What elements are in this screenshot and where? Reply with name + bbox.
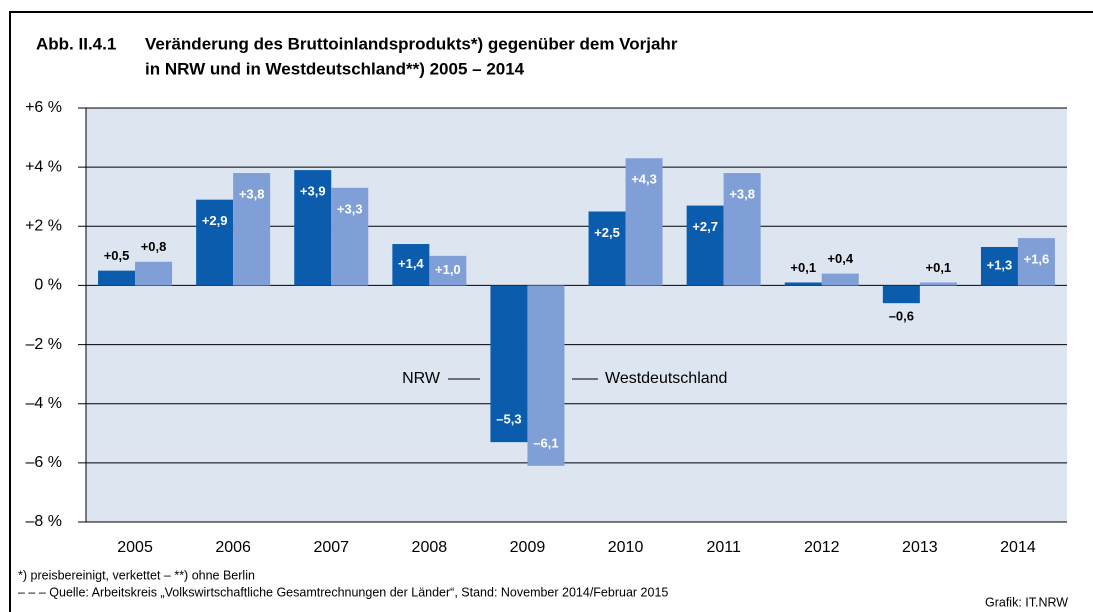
x-tick-label: 2006 (215, 539, 251, 556)
value-label: +3,8 (239, 186, 265, 201)
value-label: +0,4 (827, 251, 853, 266)
y-tick-label: –4 % (26, 395, 62, 412)
bar (723, 173, 761, 286)
bar (135, 261, 173, 286)
value-label: +2,9 (202, 213, 228, 228)
value-label: +1,3 (987, 258, 1013, 273)
footnote: *) preisbereinigt, verkettet – **) ohne … (18, 568, 255, 582)
y-tick-label: +4 % (25, 158, 62, 175)
footnote: – – – Quelle: Arbeitskreis „Volkswirtsch… (18, 585, 668, 599)
x-tick-label: 2005 (117, 539, 153, 556)
value-label: +3,8 (729, 186, 755, 201)
value-label: –0,6 (889, 309, 914, 324)
bar (331, 187, 369, 286)
value-label: +1,4 (398, 256, 424, 271)
y-tick-label: 0 % (34, 277, 62, 294)
x-tick-label: 2007 (313, 539, 349, 556)
x-tick-label: 2014 (1000, 539, 1036, 556)
value-label: +1,6 (1024, 252, 1050, 267)
bar (919, 282, 957, 286)
legend-label: Westdeutschland (605, 370, 727, 387)
bar (98, 270, 136, 286)
bar (196, 199, 234, 286)
bar (625, 158, 663, 286)
value-label: +0,5 (104, 248, 130, 263)
x-tick-label: 2011 (706, 539, 741, 556)
y-tick-label: –2 % (26, 336, 62, 353)
legend-label: NRW (402, 370, 441, 387)
value-label: +0,8 (141, 239, 167, 254)
value-label: +2,7 (692, 219, 718, 234)
value-label: –6,1 (533, 435, 558, 450)
bar (527, 285, 565, 466)
x-tick-label: 2012 (804, 539, 840, 556)
bar (821, 273, 859, 286)
bar (686, 205, 724, 286)
value-label: +0,1 (790, 260, 816, 275)
value-label: –5,3 (496, 412, 521, 427)
bar (294, 170, 332, 286)
bar (490, 285, 528, 443)
bar (429, 255, 467, 286)
frame (9, 11, 1093, 612)
title-number: Abb. II.4.1 (36, 34, 116, 53)
y-tick-label: –6 % (26, 454, 62, 471)
bar (392, 244, 430, 286)
x-tick-label: 2010 (608, 539, 644, 556)
y-tick-label: –8 % (26, 513, 62, 530)
value-label: +4,3 (631, 172, 657, 187)
x-tick-label: 2008 (412, 539, 448, 556)
value-label: +2,5 (594, 225, 620, 240)
plot-area (86, 108, 1067, 522)
chart-title: Veränderung des Bruttoinlandsprodukts*) … (145, 34, 678, 53)
value-label: +3,3 (337, 201, 363, 216)
bar (784, 282, 822, 286)
x-tick-label: 2013 (902, 539, 938, 556)
bar (1017, 238, 1055, 286)
value-label: +3,9 (300, 184, 326, 199)
bar (588, 211, 626, 286)
y-tick-label: +6 % (25, 99, 62, 116)
value-label: +1,0 (435, 262, 461, 277)
credit: Grafik: IT.NRW (985, 595, 1068, 609)
bar (233, 173, 271, 286)
chart-title: in NRW und in Westdeutschland**) 2005 – … (145, 59, 525, 78)
value-label: +0,1 (926, 260, 952, 275)
x-tick-label: 2009 (510, 539, 546, 556)
y-tick-label: +2 % (25, 218, 62, 235)
bar (980, 246, 1018, 286)
bar (882, 285, 920, 304)
